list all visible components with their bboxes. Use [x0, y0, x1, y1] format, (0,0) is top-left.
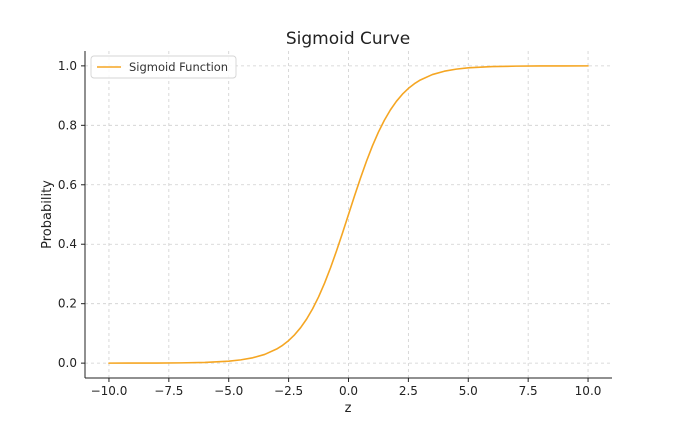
y-tick-label: 0.4 — [58, 237, 77, 251]
y-tick-label: 0.8 — [58, 118, 77, 132]
y-tick-label: 1.0 — [58, 59, 77, 73]
x-tick-label: 2.5 — [399, 384, 418, 398]
x-tick-label: −10.0 — [91, 384, 128, 398]
x-tick-label: 0.0 — [339, 384, 358, 398]
y-axis-label: Probability — [40, 180, 55, 249]
x-tick-label: 10.0 — [575, 384, 602, 398]
x-tick-label: −2.5 — [274, 384, 303, 398]
legend-label: Sigmoid Function — [129, 60, 228, 74]
y-axis-ticks: 0.0 0.2 0.4 0.6 0.8 1.0 — [58, 59, 85, 370]
x-tick-label: 7.5 — [519, 384, 538, 398]
legend: Sigmoid Function — [90, 55, 237, 79]
x-tick-label: 5.0 — [459, 384, 478, 398]
y-tick-label: 0.0 — [58, 356, 77, 370]
legend-box — [90, 55, 237, 79]
chart-title: Sigmoid Curve — [286, 29, 410, 49]
series-layer — [108, 65, 589, 364]
y-tick-label: 0.6 — [58, 178, 77, 192]
series-line — [108, 65, 589, 364]
y-tick-label: 0.2 — [58, 297, 77, 311]
x-axis-label: z — [345, 401, 352, 416]
x-axis-ticks: −10.0 −7.5 −5.0 −2.5 0.0 2.5 5.0 7.5 10.0 — [91, 378, 602, 398]
x-tick-label: −5.0 — [214, 384, 243, 398]
x-tick-label: −7.5 — [154, 384, 183, 398]
